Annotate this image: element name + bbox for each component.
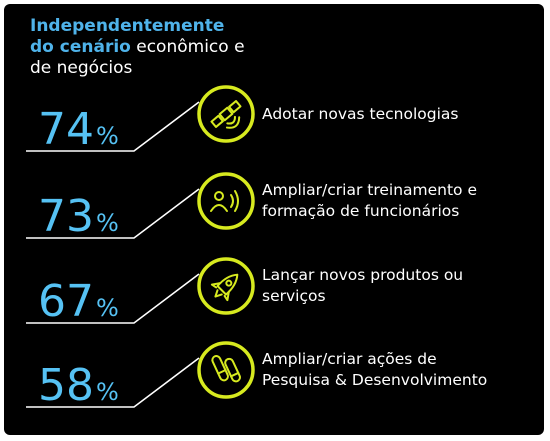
- chart-item-1: 74%: [26, 85, 255, 155]
- connector-line: [26, 101, 200, 152]
- heading-line-2-rest: econômico e: [130, 37, 245, 57]
- connector-line: [26, 273, 200, 324]
- item-label-line: serviços: [262, 287, 326, 305]
- connector-line: [26, 188, 200, 239]
- percent-value: 67%: [38, 276, 119, 327]
- heading-line-2-highlight: do cenário: [30, 37, 131, 57]
- satellite-icon: [210, 100, 242, 129]
- heading-line-3: de negócios: [30, 58, 133, 78]
- item-label-line: formação de funcionários: [262, 202, 460, 220]
- chart-item-3: 67%: [26, 257, 255, 327]
- test-tubes-icon: [211, 355, 241, 383]
- percent-value: 74%: [38, 104, 119, 155]
- heading-line-1: Independentemente: [30, 16, 225, 36]
- item-label: Adotar novas tecnologias: [262, 104, 542, 125]
- connector-line: [26, 357, 200, 408]
- heading: Independentemente do cenário econômico e…: [30, 16, 330, 79]
- item-label-line: Ampliar/criar treinamento e: [262, 181, 478, 199]
- icon-ring: [197, 172, 255, 230]
- percent-value: 58%: [38, 360, 119, 411]
- chart-item-4: 58%: [26, 341, 255, 411]
- chart-area: 74% 73% 67% 58%: [26, 85, 255, 411]
- item-label-line: Adotar novas tecnologias: [262, 105, 459, 123]
- item-label-line: Pesquisa & Desenvolvimento: [262, 371, 488, 389]
- item-label-line: Lançar novos produtos ou: [262, 266, 464, 284]
- icon-ring: [197, 85, 255, 143]
- item-label-line: Ampliar/criar ações de: [262, 350, 437, 368]
- chart-item-2: 73%: [26, 172, 255, 242]
- icon-ring: [197, 257, 255, 315]
- item-label: Ampliar/criar ações de Pesquisa & Desenvo…: [262, 349, 542, 391]
- rocket-icon: [210, 273, 239, 302]
- speaker-person-icon: [210, 190, 239, 212]
- item-label: Lançar novos produtos ou serviços: [262, 265, 542, 307]
- infographic-panel: Independentemente do cenário econômico e…: [4, 4, 544, 435]
- percent-value: 73%: [38, 191, 119, 242]
- item-label: Ampliar/criar treinamento e formação de f…: [262, 180, 542, 222]
